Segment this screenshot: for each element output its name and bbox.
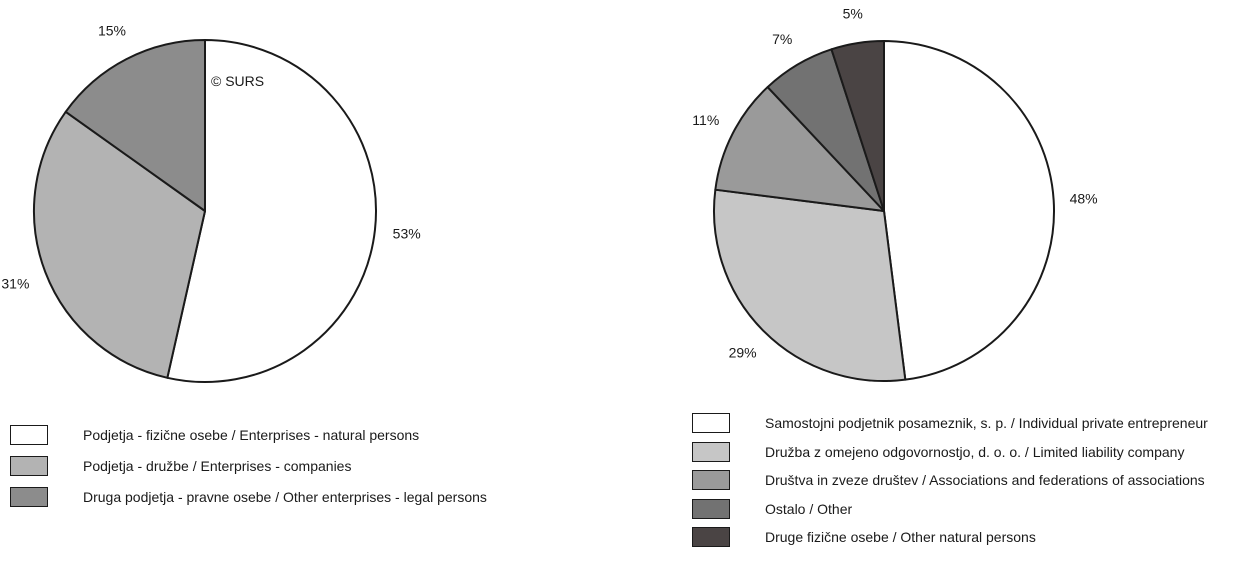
legend-item: Družba z omejeno odgovornostjo, d. o. o.… [692,441,1184,463]
pie-slice-1-2 [33,110,206,379]
legend-swatch [10,425,48,445]
legend-swatch [692,527,730,547]
legend-label: Društva in zveze društev / Associations … [765,472,1205,488]
pie-slice-1-3 [64,39,206,212]
legend-swatch [692,413,730,433]
legend-swatch [10,487,48,507]
slice-value-label-2-4: 7% [772,31,792,47]
slice-value-label-1-1: 53% [393,226,421,242]
slice-value-label-2-2: 29% [729,344,757,360]
legend-label: Družba z omejeno odgovornostjo, d. o. o.… [765,443,1185,460]
slice-value-label-2-1: 48% [1070,190,1098,206]
legend-label: Samostojni podjetnik posameznik, s. p. /… [765,415,1208,431]
pie-slice-2-5 [830,40,885,212]
copyright-credit: © SURS [211,73,264,89]
legend-item: Društva in zveze društev / Associations … [692,469,1205,491]
pie-slice-1-1 [166,39,377,383]
legend-swatch [692,498,730,519]
legend-swatch [692,441,730,462]
legend-label: Druga podjetja - pravne osebe / Other en… [83,489,487,505]
legend-swatch [10,456,48,476]
pie-slice-2-2 [712,188,907,383]
legend-item: Podjetja - družbe / Enterprises - compan… [10,455,351,477]
slice-value-label-2-5: 5% [843,6,863,22]
pie-chart-left: 53% 31% 15% [1,23,421,383]
pie-slice-2-1 [883,40,1056,381]
legend-label: Podjetja - fizične osebe / Enterprises -… [83,427,420,443]
legend-item: Samostojni podjetnik posameznik, s. p. /… [692,412,1208,434]
legend-swatch [692,470,730,490]
legend-item: Druga podjetja - pravne osebe / Other en… [10,486,487,508]
legend-label: Ostalo / Other [765,500,853,517]
slice-value-label-2-3: 11% [692,112,719,128]
pie-chart-right: 48% 29% 11% 7% 5% [692,6,1098,383]
slice-value-label-1-2: 31% [1,275,29,291]
slice-value-label-1-3: 15% [98,23,126,39]
legend-item: Ostalo / Other [692,498,852,520]
legend-item: Podjetja - fizične osebe / Enterprises -… [10,424,419,446]
legend-item: Druge fizične osebe / Other natural pers… [692,526,1036,548]
pie-slice-2-3 [714,86,885,212]
legend-label: Druge fizične osebe / Other natural pers… [765,529,1036,545]
legend-label: Podjetja - družbe / Enterprises - compan… [83,458,352,474]
